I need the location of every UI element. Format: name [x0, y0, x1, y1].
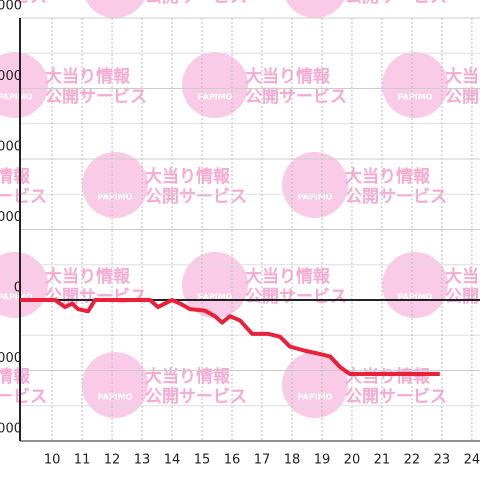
x-tick-label: 18: [284, 453, 301, 468]
watermark-text: PAPIMO: [298, 0, 333, 2]
watermark-text: 公開サービス: [445, 87, 480, 107]
y-tick-label: 0: [14, 281, 22, 296]
watermark-text: 公開サービス: [0, 0, 47, 7]
y-tick-label: 10,000: [0, 210, 22, 225]
watermark-text: 大当り情報: [45, 66, 131, 87]
x-tick-label: 21: [374, 453, 391, 468]
watermark-logo: [285, 0, 345, 18]
x-tick-label: 15: [194, 453, 211, 468]
watermark-text: 公開サービス: [345, 187, 447, 207]
x-tick-label: 13: [134, 453, 151, 468]
x-tick-label: 10: [44, 453, 61, 468]
watermark-logo: [282, 152, 348, 218]
watermark-text: PAPIMO: [98, 193, 133, 202]
watermark-text: PAPIMO: [198, 293, 233, 302]
x-tick-label: 20: [344, 453, 361, 468]
x-tick-label: 23: [434, 453, 451, 468]
x-tick-label: 19: [314, 453, 331, 468]
watermark-text: PAPIMO: [298, 193, 333, 202]
watermark-text: 大当り情報: [45, 266, 131, 287]
watermark-text: 公開サービス: [0, 187, 47, 207]
watermark-text: 公開サービス: [245, 287, 347, 307]
watermark-text: PAPIMO: [98, 393, 133, 402]
watermark-logo: [0, 52, 48, 118]
watermark-logo: [82, 152, 148, 218]
watermark-text: 公開サービス: [145, 187, 247, 207]
watermark-text: PAPIMO: [0, 93, 33, 102]
watermark-logo: [282, 352, 348, 418]
y-tick-label: -10,000: [0, 351, 22, 366]
x-tick-label: 22: [404, 453, 421, 468]
watermark-text: 大当り情報: [445, 66, 480, 87]
watermark-text: 大当り情報: [245, 266, 331, 287]
y-tick-label: 30,000: [0, 69, 22, 84]
watermark-text: 大当り情報: [145, 366, 231, 387]
y-tick-label: 20,000: [0, 140, 22, 155]
watermark-text: 公開サービス: [0, 387, 47, 407]
watermark-logo: [82, 352, 148, 418]
watermark-text: 大当り情報: [145, 166, 231, 187]
watermark-logo: [382, 252, 448, 318]
watermark-text: 公開サービス: [445, 287, 480, 307]
watermark-text: PAPIMO: [198, 93, 233, 102]
x-tick-label: 24: [464, 453, 480, 468]
watermark-text: 公開サービス: [145, 0, 247, 7]
watermark-text: PAPIMO: [298, 393, 333, 402]
watermark-text: 大当り情報: [445, 266, 480, 287]
x-tick-label: 11: [74, 453, 91, 468]
watermark-text: PAPIMO: [398, 93, 433, 102]
line: [20, 298, 440, 377]
watermark-logo: [182, 52, 248, 118]
watermark-text: 大当り情報: [345, 166, 431, 187]
watermark-text: 公開サービス: [145, 387, 247, 407]
watermark-text: 大当り情報: [0, 366, 31, 387]
watermark-text: 大当り情報: [345, 366, 431, 387]
x-tick-label: 17: [254, 453, 271, 468]
watermark-text: 大当り情報: [245, 66, 331, 87]
watermark-text: 公開サービス: [245, 87, 347, 107]
watermark-text: 公開サービス: [45, 87, 147, 107]
watermark-logo: [182, 252, 248, 318]
watermark-text: PAPIMO: [398, 293, 433, 302]
watermark-logo: [85, 0, 145, 18]
watermark-logo: [382, 52, 448, 118]
y-tick-label: -20,000: [0, 422, 22, 437]
x-tick-label: 16: [224, 453, 241, 468]
watermark-text: PAPIMO: [98, 0, 133, 2]
x-tick-label: 14: [164, 453, 181, 468]
y-tick-label: 40,000: [0, 0, 22, 14]
watermark-text: 公開サービス: [345, 0, 447, 7]
watermark-text: 大当り情報: [0, 166, 31, 187]
watermark-logo: [0, 252, 48, 318]
x-tick-label: 12: [104, 453, 121, 468]
watermark-text: PAPIMO: [0, 293, 33, 302]
watermark-text: 公開サービス: [345, 387, 447, 407]
